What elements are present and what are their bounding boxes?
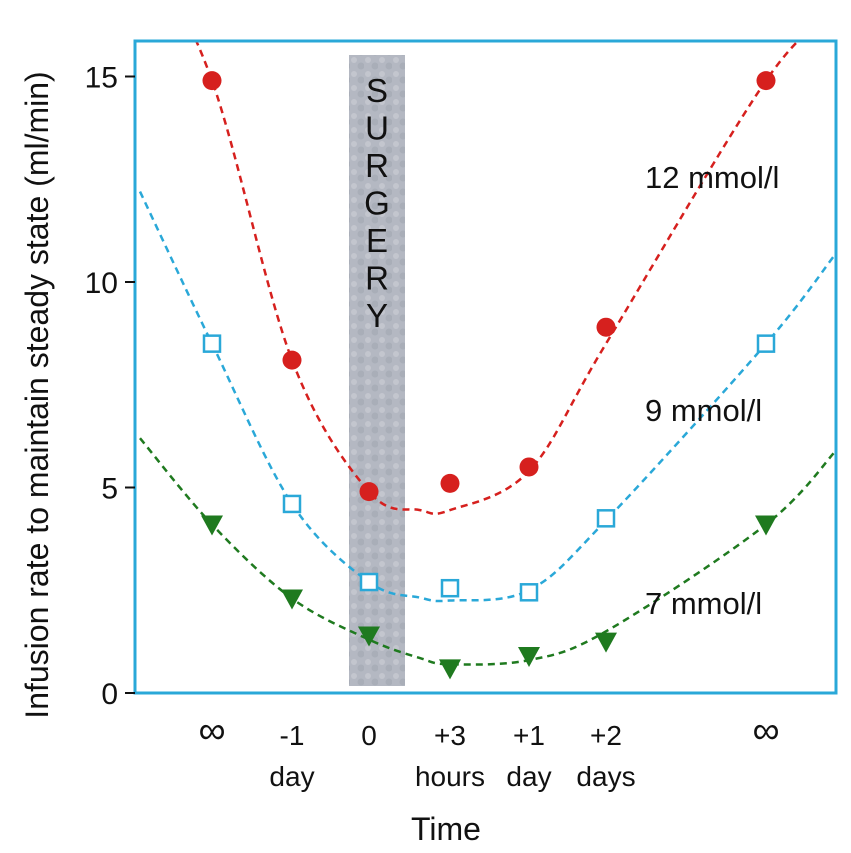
- point-12-mmol: [202, 71, 222, 91]
- x-tick-label: +3: [434, 720, 466, 751]
- x-axis-title: Time: [411, 811, 481, 847]
- fit-line-9-mmol-l: [138, 191, 836, 603]
- y-tick-label: 10: [85, 267, 118, 300]
- point-12-mmol: [282, 350, 302, 370]
- point-7-mmol: [755, 515, 777, 536]
- y-tick-label: 15: [85, 62, 118, 95]
- point-7-mmol: [358, 626, 380, 647]
- surgery-letter: R: [365, 260, 389, 297]
- x-tick-label: -1: [280, 720, 305, 751]
- surgery-letter: U: [365, 110, 389, 147]
- surgery-letter: R: [365, 147, 389, 184]
- y-tick-label: 5: [101, 473, 118, 506]
- series-label: 12 mmol/l: [645, 160, 779, 195]
- surgery-letter: S: [366, 72, 388, 109]
- point-9-mmol: [519, 583, 539, 602]
- x-tick-sublabel: day: [269, 761, 314, 792]
- x-tick-label: ∞: [752, 710, 779, 752]
- point-9-mmol: [282, 494, 302, 514]
- x-tick-label: +1: [513, 720, 545, 751]
- x-tick-sublabel: days: [576, 761, 635, 792]
- x-tick-sublabel: hours: [415, 761, 485, 792]
- y-axis-title: Infusion rate to maintain steady state (…: [19, 71, 55, 718]
- point-12-mmol: [756, 71, 776, 91]
- surgery-letter: Y: [366, 297, 388, 334]
- point-12-mmol: [596, 317, 616, 337]
- fit-line-7-mmol-l: [139, 437, 836, 666]
- point-7-mmol: [595, 632, 617, 653]
- point-7-mmol: [201, 515, 223, 536]
- point-9-mmol: [359, 572, 379, 592]
- plot-frame: [133, 39, 838, 695]
- point-9-mmol: [440, 578, 460, 598]
- surgery-letter: G: [364, 185, 390, 222]
- point-12-mmol: [359, 482, 379, 502]
- fit-line-12-mmol-l: [194, 41, 800, 516]
- point-7-mmol: [439, 659, 461, 680]
- x-tick-label: +2: [590, 720, 622, 751]
- x-tick-label: 0: [361, 720, 377, 751]
- series-label: 7 mmol/l: [645, 586, 762, 621]
- series-label: 9 mmol/l: [645, 393, 762, 428]
- point-9-mmol: [202, 334, 222, 353]
- point-7-mmol: [281, 589, 303, 610]
- point-7-mmol: [518, 647, 540, 668]
- point-12-mmol: [440, 473, 460, 493]
- surgery-letter: E: [366, 222, 388, 259]
- point-9-mmol: [756, 334, 776, 353]
- x-tick-label: ∞: [198, 710, 225, 752]
- plot-area: [135, 41, 836, 693]
- point-12-mmol: [519, 457, 539, 477]
- y-tick-label: 0: [101, 678, 118, 711]
- x-tick-sublabel: day: [506, 761, 551, 792]
- point-9-mmol: [596, 509, 616, 528]
